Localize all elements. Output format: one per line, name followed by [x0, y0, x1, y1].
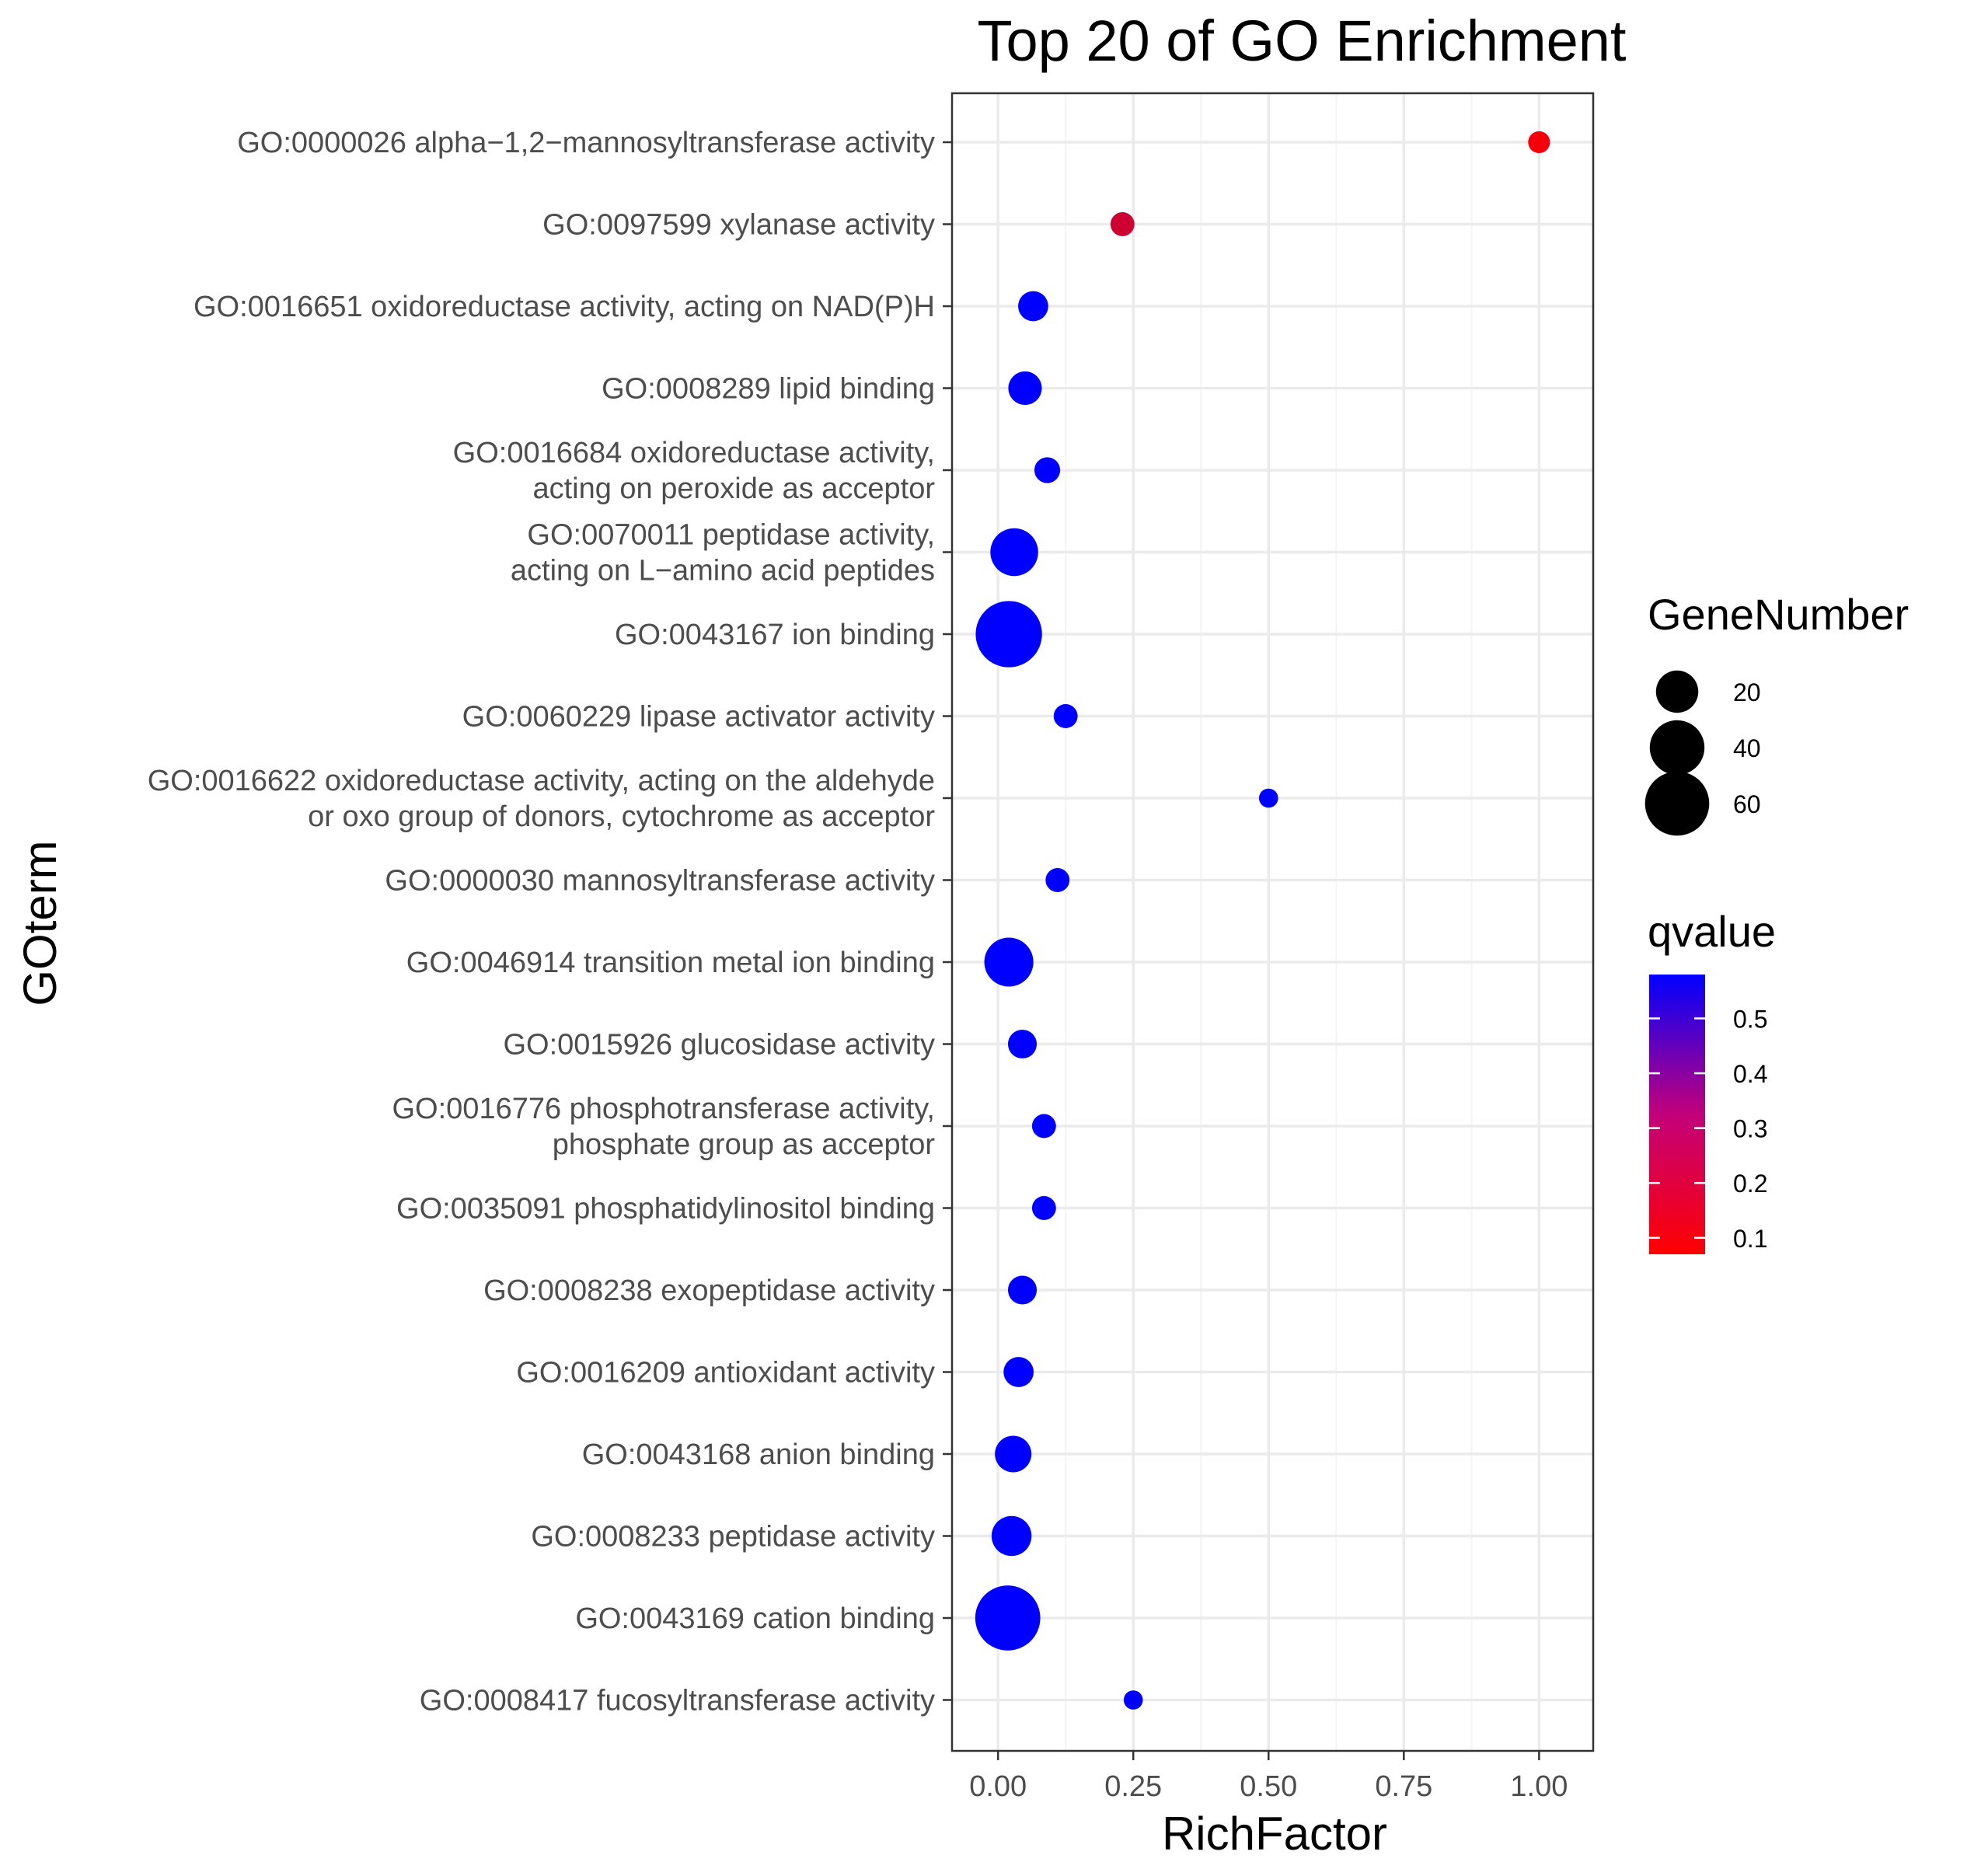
y-tick-label: GO:0043169 cation binding: [575, 1602, 935, 1635]
y-tick-label: GO:0035091 phosphatidylinositol binding: [396, 1193, 935, 1226]
y-tick-label: GO:0008238 exopeptidase activity: [483, 1274, 935, 1307]
data-point: [1528, 131, 1550, 154]
size-legend-key: [1655, 670, 1699, 713]
y-tick-label: GO:0016776 phosphotransferase activity,: [392, 1093, 936, 1125]
chart-title: Top 20 of GO Enrichment: [978, 9, 1627, 73]
x-tick-label: 0.25: [1104, 1770, 1162, 1803]
data-point: [1053, 704, 1078, 728]
panel-border: [950, 92, 1595, 1752]
y-tick-label: GO:0016209 antioxidant activity: [516, 1357, 935, 1390]
y-tick-label: GO:0043168 anion binding: [582, 1438, 935, 1471]
data-point: [1003, 1357, 1034, 1387]
y-tick-label: acting on peroxide as acceptor: [532, 472, 935, 505]
size-legend: GeneNumber 20 40 60: [1644, 590, 1909, 836]
data-point: [995, 1435, 1032, 1473]
data-point: [1031, 1196, 1056, 1220]
panel-grid: [952, 93, 1593, 1751]
y-tick-label: GO:0008233 peptidase activity: [531, 1521, 935, 1553]
data-point: [1031, 1114, 1056, 1138]
y-tick-label: phosphate group as acceptor: [553, 1128, 936, 1161]
data-point: [990, 528, 1038, 577]
size-legend-label: 20: [1733, 678, 1761, 706]
y-tick-label: GO:0008417 fucosyltransferase activity: [420, 1685, 935, 1717]
y-tick-label: GO:0000026 alpha−1,2−mannosyltransferase…: [237, 127, 935, 159]
y-tick-label: GO:0060229 lipase activator activity: [462, 701, 935, 734]
size-legend-key: [1644, 771, 1710, 836]
y-tick-label: GO:0046914 transition metal ion binding: [406, 947, 935, 979]
data-point: [1018, 291, 1048, 322]
y-tick-label: GO:0016684 oxidoreductase activity,: [453, 437, 935, 469]
y-tick-label: GO:0043167 ion binding: [615, 619, 935, 651]
size-legend-label: 60: [1733, 790, 1761, 818]
y-tick-label: GO:0097599 xylanase activity: [542, 209, 935, 242]
data-point: [1008, 371, 1042, 406]
size-legend-label: 40: [1733, 734, 1761, 762]
y-tick-label: or oxo group of donors, cytochrome as ac…: [308, 800, 935, 833]
data-point: [1110, 212, 1135, 236]
data-point: [1045, 868, 1070, 892]
y-tick-label: GO:0016651 oxidoreductase activity, acti…: [194, 291, 935, 323]
color-legend-label: 0.3: [1733, 1115, 1767, 1143]
y-tick-label: GO:0015926 glucosidase activity: [503, 1029, 935, 1062]
x-tick-label: 0.00: [969, 1770, 1027, 1803]
qvalue-colorbar: [1649, 975, 1705, 1254]
y-tick-label: GO:0000030 mannosyltransferase activity: [385, 865, 935, 898]
color-legend-label: 0.1: [1733, 1225, 1767, 1253]
data-point: [1123, 1690, 1143, 1710]
y-tick-label: GO:0070011 peptidase activity,: [527, 519, 935, 552]
size-legend-title: GeneNumber: [1648, 590, 1909, 639]
x-tick-label: 0.75: [1375, 1770, 1432, 1803]
y-tick-label: GO:0016622 oxidoreductase activity, acti…: [148, 765, 935, 797]
x-axis: 0.00 0.25 0.50 0.75 1.00: [969, 1751, 1568, 1803]
color-legend-label: 0.4: [1733, 1060, 1767, 1088]
x-tick-label: 0.50: [1240, 1770, 1297, 1803]
data-point: [1007, 1029, 1038, 1059]
data-point: [975, 1585, 1041, 1651]
data-point: [975, 601, 1042, 668]
color-legend: qvalue 0.1 0.2 0.3 0.4 0.5: [1648, 907, 1776, 1254]
data-point: [1007, 1275, 1038, 1305]
y-axis: GO:0000026 alpha−1,2−mannosyltransferase…: [148, 127, 952, 1717]
points-layer: [975, 131, 1550, 1710]
data-point: [991, 1515, 1032, 1557]
data-point: [984, 937, 1034, 987]
color-legend-title: qvalue: [1648, 907, 1776, 956]
y-axis-title: GOterm: [14, 840, 66, 1006]
x-tick-label: 1.00: [1510, 1770, 1568, 1803]
data-point: [1258, 788, 1278, 808]
data-point: [1034, 457, 1061, 483]
size-legend-key: [1649, 720, 1705, 776]
x-axis-title: RichFactor: [1162, 1808, 1387, 1860]
color-legend-label: 0.5: [1733, 1005, 1767, 1033]
color-legend-label: 0.2: [1733, 1170, 1767, 1198]
y-tick-label: acting on L−amino acid peptides: [511, 555, 935, 588]
y-tick-label: GO:0008289 lipid binding: [602, 373, 935, 406]
